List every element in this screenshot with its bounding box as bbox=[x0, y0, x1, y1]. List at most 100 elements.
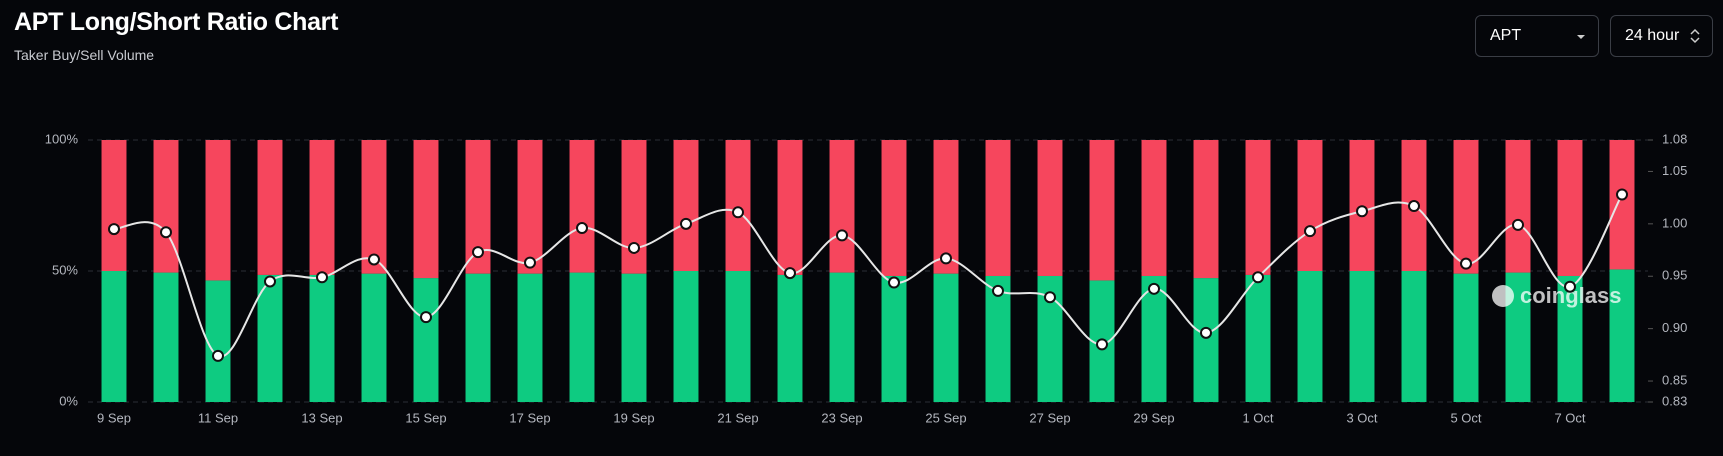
x-tick-label: 21 Sep bbox=[717, 410, 758, 425]
bar-segment bbox=[1557, 140, 1583, 276]
bar-segment bbox=[1297, 271, 1323, 402]
y2-tick-label: 0.83 bbox=[1662, 393, 1687, 408]
x-tick-label: 15 Sep bbox=[405, 410, 446, 425]
x-tick-label: 3 Oct bbox=[1346, 410, 1377, 425]
bar-segment bbox=[1037, 140, 1063, 276]
bar-segment bbox=[413, 140, 439, 279]
bar-segment bbox=[621, 273, 647, 402]
x-tick-label: 11 Sep bbox=[198, 410, 238, 425]
bar-segment bbox=[1349, 271, 1375, 402]
x-tick-label: 23 Sep bbox=[821, 410, 862, 425]
ratio-point bbox=[1200, 326, 1212, 339]
ratio-point bbox=[368, 253, 380, 266]
bar-segment bbox=[673, 271, 699, 402]
y-tick-label: 0% bbox=[59, 393, 78, 408]
bar-segment bbox=[725, 140, 751, 271]
bar-segment bbox=[1505, 140, 1531, 273]
bar-segment bbox=[1453, 273, 1479, 402]
ratio-point bbox=[316, 271, 328, 284]
bar-segment bbox=[881, 275, 907, 402]
x-tick-label: 29 Sep bbox=[1133, 410, 1174, 425]
ratio-point bbox=[1408, 200, 1420, 213]
bar-segment bbox=[465, 273, 491, 402]
bar-segment bbox=[1297, 140, 1323, 271]
bar-segment bbox=[777, 140, 803, 275]
ratio-point bbox=[888, 276, 900, 289]
ratio-point bbox=[524, 256, 536, 269]
y2-tick-label: 1.00 bbox=[1662, 215, 1687, 230]
bar-segment bbox=[413, 278, 439, 402]
ratio-line bbox=[113, 194, 1623, 358]
bar-segment bbox=[673, 140, 699, 271]
bar-segment bbox=[569, 140, 595, 273]
ratio-point bbox=[1044, 291, 1056, 304]
bar-segment bbox=[309, 140, 335, 275]
x-tick-label: 7 Oct bbox=[1554, 410, 1585, 425]
x-tick-label: 19 Sep bbox=[613, 410, 654, 425]
watermark-logo bbox=[1492, 285, 1514, 307]
bar-segment bbox=[1141, 140, 1167, 276]
bar-segment bbox=[1245, 140, 1271, 275]
x-tick-label: 5 Oct bbox=[1450, 410, 1481, 425]
interval-value: 24 hour bbox=[1625, 27, 1680, 44]
bar-segment bbox=[257, 274, 283, 402]
bar-segment bbox=[309, 274, 335, 402]
bar-segment bbox=[1193, 278, 1219, 402]
title: APT Long/Short Ratio Chart bbox=[14, 8, 339, 36]
bar-segment bbox=[1609, 140, 1635, 270]
ratio-point bbox=[1252, 271, 1264, 284]
ratio-point bbox=[420, 311, 432, 324]
ratio-point bbox=[836, 229, 848, 242]
bar-segment bbox=[933, 273, 959, 402]
bar-segment bbox=[829, 272, 855, 402]
ratio-point bbox=[160, 226, 172, 239]
caret-icon bbox=[1577, 35, 1585, 39]
bar-segment bbox=[153, 272, 179, 402]
bar-segment bbox=[725, 271, 751, 402]
bar-segment bbox=[1245, 274, 1271, 402]
bar-segment bbox=[361, 273, 387, 402]
ratio-point bbox=[1304, 225, 1316, 238]
y2-tick-label: 1.08 bbox=[1662, 131, 1687, 146]
ratio-point bbox=[108, 223, 120, 236]
y2-tick-label: 0.85 bbox=[1662, 372, 1687, 387]
x-tick-label: 17 Sep bbox=[509, 410, 550, 425]
x-tick-label: 25 Sep bbox=[925, 410, 966, 425]
bar-segment bbox=[881, 140, 907, 276]
bar-segment bbox=[1141, 275, 1167, 402]
ratio-point bbox=[680, 217, 692, 230]
bar-segment bbox=[985, 275, 1011, 402]
ratio-point bbox=[1564, 280, 1576, 293]
bar-segment bbox=[517, 273, 543, 402]
bar-segment bbox=[205, 140, 231, 281]
bar-segment bbox=[777, 274, 803, 402]
bar-segment bbox=[205, 280, 231, 402]
ratio-point bbox=[784, 267, 796, 280]
bar-segment bbox=[257, 140, 283, 275]
y-tick-label: 100% bbox=[45, 131, 79, 146]
bar-segment bbox=[1557, 275, 1583, 402]
symbol-value: APT bbox=[1490, 27, 1522, 44]
x-tick-label: 1 Oct bbox=[1242, 410, 1273, 425]
bar-segment bbox=[569, 272, 595, 402]
bar-segment bbox=[517, 140, 543, 274]
ratio-point bbox=[264, 275, 276, 288]
bar-segment bbox=[1089, 140, 1115, 281]
ratio-point bbox=[940, 252, 952, 265]
bar-segment bbox=[1609, 269, 1635, 402]
y2-tick-label: 0.90 bbox=[1662, 320, 1687, 335]
ratio-point bbox=[1096, 338, 1108, 351]
ratio-point bbox=[1356, 205, 1368, 218]
y2-tick-label: 1.05 bbox=[1662, 163, 1687, 178]
ratio-point bbox=[212, 349, 224, 362]
x-tick-label: 27 Sep bbox=[1029, 410, 1070, 425]
bar-segment bbox=[153, 140, 179, 273]
symbol-dropdown[interactable]: APT bbox=[1475, 15, 1599, 57]
y2-tick-label: 0.95 bbox=[1662, 268, 1687, 283]
bar-segment bbox=[933, 140, 959, 274]
interval-dropdown[interactable]: 24 hour bbox=[1610, 15, 1713, 57]
bar-segment bbox=[1453, 140, 1479, 274]
ratio-point bbox=[576, 222, 588, 235]
ratio-point bbox=[732, 206, 744, 219]
